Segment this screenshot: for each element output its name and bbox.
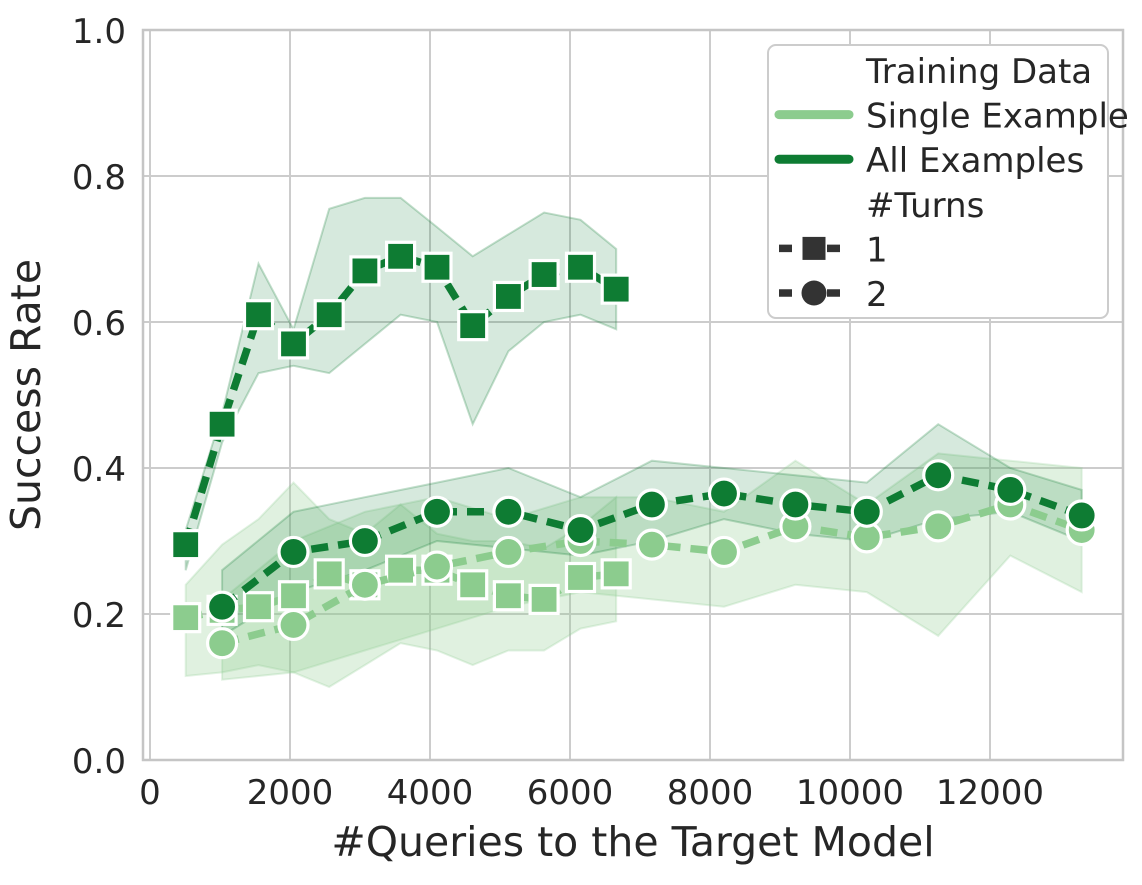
marker-circle-s3-3 [420,495,454,528]
marker-circle-s3-10 [922,459,955,492]
legend-entry-0-0-label: Single Example [866,97,1129,137]
marker-square-s0-3 [277,580,310,612]
legend-entry-1-0-square-marker-icon [802,236,826,260]
marker-square-s2-2 [242,299,275,331]
x-tick-label-4: 8000 [667,773,754,813]
marker-circle-s3-4 [492,495,525,528]
marker-square-s2-1 [206,408,238,440]
marker-circle-s3-1 [277,535,310,569]
marker-square-s0-0 [170,602,202,634]
legend-entry-1-1-label: 2 [866,275,888,315]
y-tick-label-1: 0.2 [72,596,126,636]
plot-border [141,28,1125,762]
legend-title-1-label: #Turns [866,186,984,226]
legend-entry-0-1-label: All Examples [866,141,1084,181]
marker-square-s2-10 [528,258,560,291]
legend-entry-1-0-label: 1 [866,230,888,270]
y-tick-label-5: 1.0 [72,12,126,52]
marker-circle-s1-10 [922,510,955,543]
x-tick-label-5: 10000 [796,773,904,813]
marker-square-s2-7 [421,251,453,283]
series-2 [170,240,632,561]
marker-circle-s3-5 [564,513,597,547]
marker-square-s2-9 [492,280,524,313]
marker-square-s0-12 [600,558,632,590]
marker-square-s2-4 [313,299,345,331]
legend-title-0-label: Training Data [865,52,1092,92]
y-tick-label-0: 0.0 [72,742,126,782]
marker-circle-s1-7 [707,535,741,569]
marker-square-s2-11 [564,251,597,283]
marker-square-s0-2 [242,591,275,623]
marker-square-s2-0 [170,529,202,561]
marker-square-s0-10 [528,583,560,616]
marker-circle-s1-3 [420,550,454,583]
marker-square-s0-11 [564,561,597,594]
y-tick-label-4: 0.8 [72,158,126,198]
marker-circle-s1-4 [492,535,525,569]
marker-square-s0-8 [457,569,489,601]
series-3 [206,459,1098,623]
marker-square-s0-9 [492,580,524,612]
marker-circle-s3-9 [850,495,883,528]
marker-circle-s3-7 [707,477,741,510]
marker-circle-s1-6 [635,528,669,561]
marker-circle-s3-8 [779,488,812,521]
marker-square-s2-8 [457,310,489,342]
x-tick-label-6: 12000 [936,773,1044,813]
tick-labels: 0 2000 4000 6000 8000 10000 12000 0.0 0.2 0.4 0.6 0… [72,12,1044,813]
x-tick-label-2: 4000 [387,773,474,813]
marker-square-s2-5 [349,255,381,287]
marker-circle-s1-0 [206,627,239,660]
x-axis-label: #Queries to the Target Model [331,818,934,866]
legend-entry-1-1-circle-marker-icon [801,280,827,306]
marker-circle-s3-12 [1065,499,1098,532]
marker-circle-s1-2 [348,568,381,601]
x-tick-label-1: 2000 [247,773,334,813]
marker-circle-s3-2 [348,524,381,558]
marker-circle-s3-0 [206,590,239,623]
marker-circle-s3-11 [994,473,1027,506]
marker-square-s0-4 [313,558,345,590]
y-axis-label: Success Rate [2,259,50,531]
x-tick-label-3: 6000 [527,773,614,813]
marker-square-s2-12 [600,273,632,305]
marker-square-s2-3 [277,328,310,360]
marker-circle-s1-1 [277,608,310,642]
x-tick-label-0: 0 [139,773,161,813]
y-tick-label-3: 0.6 [72,304,126,344]
marker-square-s2-6 [385,240,417,272]
marker-circle-s3-6 [635,488,669,521]
y-tick-label-2: 0.4 [72,450,126,490]
